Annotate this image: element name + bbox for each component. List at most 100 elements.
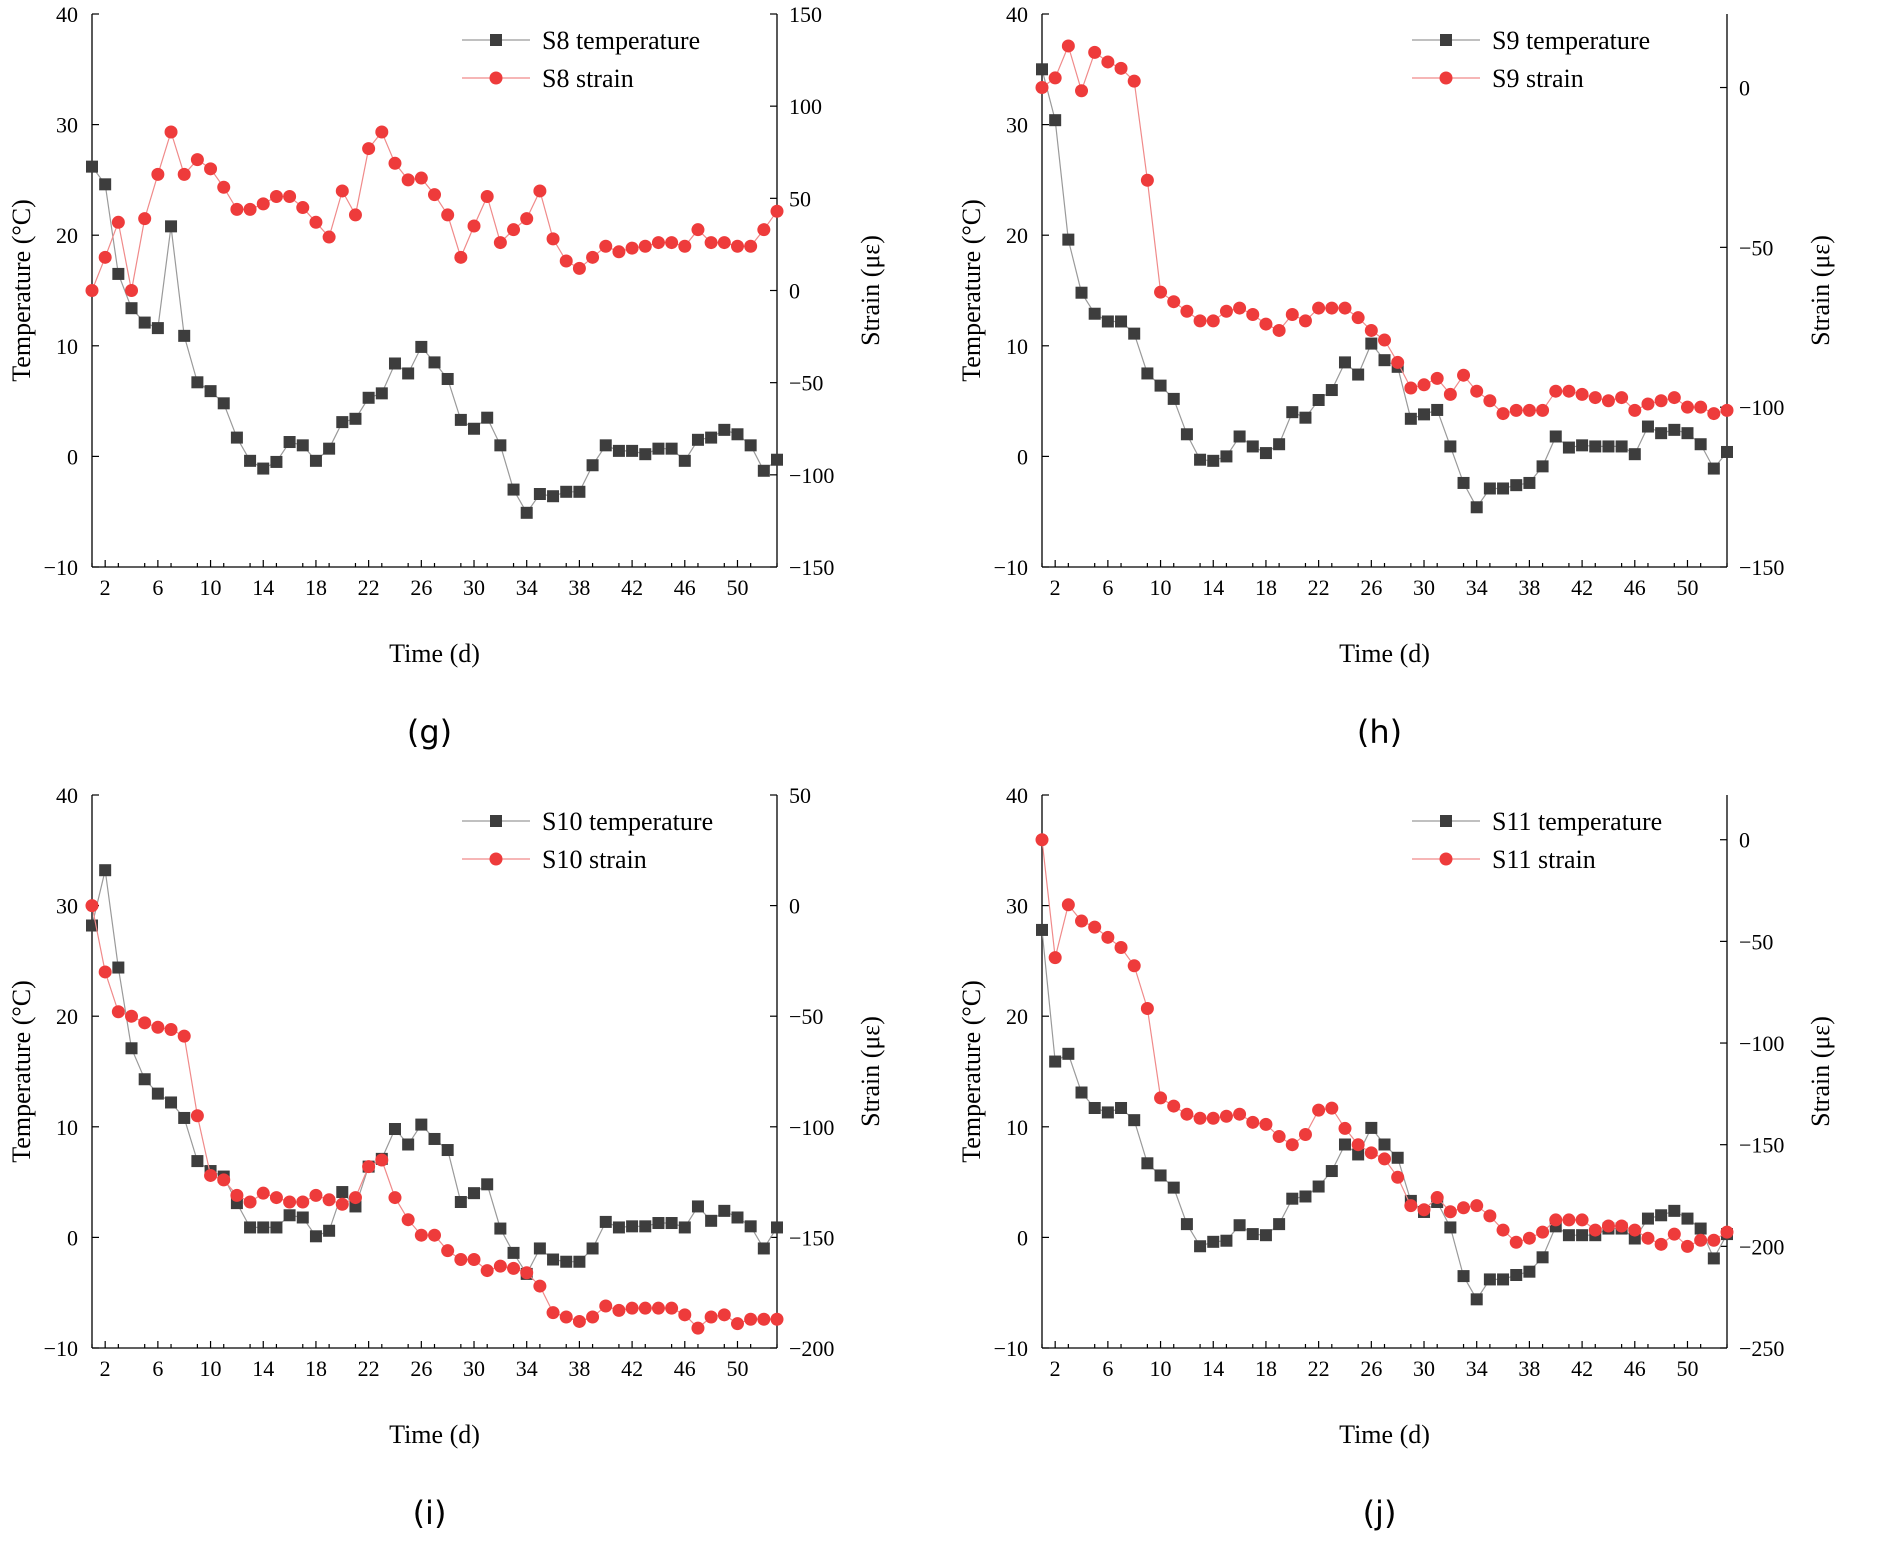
temperature-point [494,439,507,452]
y-right-tick-label: −100 [789,463,834,488]
strain-point [414,1228,428,1242]
legend-label: S11 strain [1492,845,1596,874]
strain-point [1575,387,1589,401]
strain-point [98,250,112,264]
strain-point [1562,384,1576,398]
x-tick-label: 50 [726,575,748,600]
x-tick-label: 46 [1624,1356,1646,1381]
y-right-tick-label: 0 [789,279,800,304]
strain-point [1246,1115,1260,1129]
legend-square-icon [1440,815,1452,827]
x-tick-label: 18 [1255,575,1277,600]
strain-point [414,171,428,185]
chart-svg-h: 2 6 10 14 18 22 26 30 34 38 42 46 50−10010203040−150… [957,2,1835,751]
strain-point [1075,84,1089,98]
strain-point [520,212,534,226]
temperature-point [323,1224,336,1237]
legend-square-icon [490,815,502,827]
temperature-point [586,1242,599,1255]
legend-circle-icon [1439,852,1453,866]
strain-point [1641,397,1655,411]
x-tick-label: 42 [1571,575,1593,600]
strain-point [1509,1235,1523,1249]
strain-point [691,1321,705,1335]
strain-point [1075,914,1089,928]
temperature-point [151,322,164,335]
temperature-point [86,160,98,173]
strain-point [730,239,744,253]
strain-point [586,1310,600,1324]
strain-point [256,1186,270,1200]
x-axis-title: Time (d) [1339,1420,1430,1449]
x-axis-title: Time (d) [389,639,480,668]
strain-point [520,1266,534,1280]
strain-point [1088,920,1102,934]
strain-point [678,239,692,253]
temperature-point [1338,1138,1351,1151]
temperature-point [1615,440,1628,453]
y-left-axis-title: Temperature (°C) [957,199,986,382]
y-right-tick-label: −50 [1739,235,1773,260]
temperature-point [1589,440,1602,453]
x-tick-label: 38 [1518,1356,1540,1381]
temperature-point [1497,1273,1510,1286]
x-tick-label: 10 [1150,1356,1172,1381]
temperature-point [1470,1293,1483,1306]
y-left-tick-label: 10 [56,1115,78,1140]
strain-point [744,239,758,253]
temperature-point [388,357,401,370]
temperature-point [1510,479,1523,492]
y-right-tick-label: −200 [1739,1234,1784,1259]
strain-point [309,1188,323,1202]
temperature-point [639,1220,652,1233]
strain-point [1470,384,1484,398]
strain-point [1391,1170,1405,1184]
y-right-axis-title: Strain (με) [1806,1016,1835,1127]
temperature-point [244,1221,257,1234]
strain-point [757,1312,771,1326]
strain-point [1694,400,1708,414]
temperature-point [1365,337,1378,350]
x-tick-label: 42 [1571,1356,1593,1381]
strain-point [586,250,600,264]
strain-point [1417,378,1431,392]
temperature-point [178,329,191,342]
strain-point [1351,1138,1365,1152]
strain-point [1338,1121,1352,1135]
temperature-point [1286,1192,1299,1205]
strain-point [1483,394,1497,408]
strain-point [665,1301,679,1315]
temperature-point [652,442,665,455]
strain-point [348,208,362,222]
temperature-point [468,422,481,435]
strain-point [493,1259,507,1273]
temperature-point [1536,1251,1549,1264]
strain-point [1707,407,1721,421]
temperature-point [1457,1270,1470,1283]
temperature-point [125,1042,138,1055]
y-right-tick-label: 0 [1739,828,1750,853]
temperature-point [296,439,309,452]
strain-point [125,1009,139,1023]
strain-point [1601,394,1615,408]
y-right-tick-label: 0 [1739,76,1750,101]
strain-point [1654,394,1668,408]
temperature-point [1312,1180,1325,1193]
temperature-point [415,1118,428,1131]
strain-point [190,1109,204,1123]
temperature-point [1655,1209,1668,1222]
y-left-tick-label: 0 [1017,444,1028,469]
strain-point [625,1301,639,1315]
strain-point [1470,1199,1484,1213]
temperature-point [757,464,770,477]
strain-point [269,1191,283,1205]
temperature-point [1180,1218,1193,1231]
temperature-point [1088,307,1101,320]
strain-point [401,1213,415,1227]
strain-point [151,167,165,181]
temperature-point [1404,412,1417,425]
strain-point [1536,403,1550,417]
x-tick-label: 26 [1360,1356,1382,1381]
y-left-tick-label: 40 [1006,783,1028,808]
strain-point [770,1312,784,1326]
